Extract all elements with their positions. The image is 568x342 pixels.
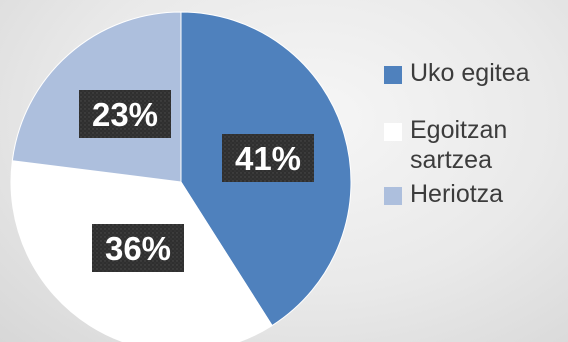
data-label-heriotza: 23% xyxy=(92,96,158,133)
legend-item-uko-egitea: Uko egitea xyxy=(384,58,568,88)
data-label-box-uko-egitea xyxy=(222,134,314,182)
legend: Uko egitea Egoitzan sartzea Heriotza xyxy=(384,58,568,209)
legend-label-uko-egitea: Uko egitea xyxy=(410,59,530,87)
legend-swatch-heriotza xyxy=(384,187,402,205)
legend-swatch-uko-egitea xyxy=(384,66,402,84)
legend-swatch-egoitzan-sartzea xyxy=(384,123,402,141)
legend-label-heriotza: Heriotza xyxy=(410,180,504,208)
legend-item-heriotza: Heriotza xyxy=(384,179,568,209)
data-label-egoitzan-sartzea: 36% xyxy=(105,230,171,267)
data-label-box-heriotza xyxy=(79,90,171,138)
data-label-box-egoitzan-sartzea xyxy=(92,224,184,272)
legend-label-egoitzan-sartzea: Egoitzan sartzea xyxy=(410,116,508,174)
legend-item-egoitzan-sartzea: Egoitzan sartzea xyxy=(384,115,568,175)
data-label-uko-egitea: 41% xyxy=(235,140,301,177)
